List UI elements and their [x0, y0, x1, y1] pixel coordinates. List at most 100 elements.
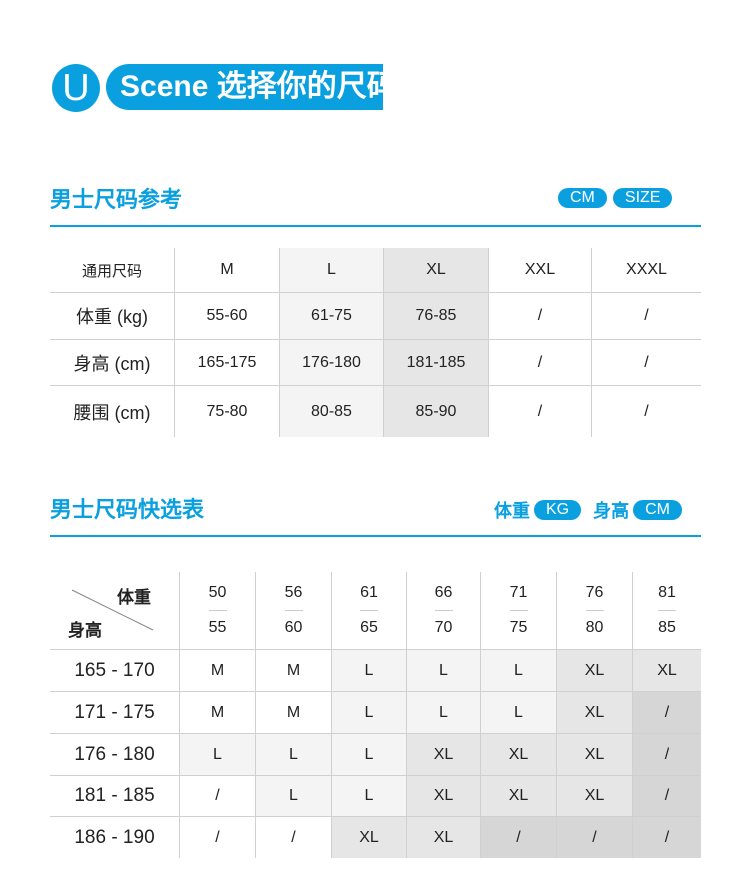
size-cell: / — [557, 817, 633, 858]
divider — [50, 225, 701, 227]
size-ref-units: CM SIZE — [558, 188, 673, 208]
fraction-line — [585, 610, 604, 611]
size-cell: M — [256, 650, 332, 692]
table-cell: 体重 (kg) — [50, 293, 175, 340]
fraction-line — [360, 610, 378, 611]
weight-max: 60 — [284, 619, 303, 636]
table-cell: 55-60 — [175, 293, 280, 340]
weight-header: 76 80 — [557, 572, 633, 650]
column-header: XXXL — [592, 248, 701, 293]
table-cell: 76-85 — [384, 293, 489, 340]
fraction-line — [284, 610, 303, 611]
height-label: 165 - 170 — [50, 650, 180, 692]
size-cell: L — [407, 692, 481, 734]
size-cell: / — [481, 817, 557, 858]
size-cell: L — [407, 650, 481, 692]
size-cell: L — [332, 692, 407, 734]
corner-weight: 体重 — [117, 588, 151, 607]
weight-min: 71 — [509, 584, 528, 601]
size-cell: L — [332, 776, 407, 817]
size-cell: XL — [557, 692, 633, 734]
height-label: 181 - 185 — [50, 776, 180, 817]
size-cell: L — [332, 650, 407, 692]
size-cell: XL — [557, 650, 633, 692]
weight-max: 85 — [658, 619, 676, 636]
fraction-line — [509, 610, 528, 611]
banner-title: Scene 选择你的尺码 — [106, 64, 397, 110]
size-cell: XL — [407, 734, 481, 776]
quick-title: 男士尺码快选表 — [50, 497, 205, 522]
height-label: 176 - 180 — [50, 734, 180, 776]
corner-header: 体重 身高 — [50, 572, 180, 650]
logo-u: U — [52, 64, 100, 112]
unit-cm: CM — [558, 188, 607, 208]
column-header: M — [175, 248, 280, 293]
table-cell: / — [592, 293, 701, 340]
table-cell: 身高 (cm) — [50, 340, 175, 386]
size-cell: M — [180, 692, 256, 734]
size-cell: XL — [332, 817, 407, 858]
weight-max: 70 — [434, 619, 453, 636]
weight-min: 50 — [208, 584, 227, 601]
size-cell: / — [633, 776, 701, 817]
size-cell: L — [256, 734, 332, 776]
weight-label: 体重 — [494, 501, 530, 521]
size-cell: M — [256, 692, 332, 734]
weight-header: 71 75 — [481, 572, 557, 650]
weight-header: 56 60 — [256, 572, 332, 650]
weight-min: 66 — [434, 584, 453, 601]
weight-min: 76 — [585, 584, 604, 601]
column-header: L — [280, 248, 384, 293]
corner-height: 身高 — [68, 621, 102, 640]
table-cell: 176-180 — [280, 340, 384, 386]
table-cell: 165-175 — [175, 340, 280, 386]
size-cell: M — [180, 650, 256, 692]
weight-max: 80 — [585, 619, 604, 636]
unit-size: SIZE — [612, 188, 673, 208]
weight-header: 50 55 — [180, 572, 256, 650]
table-cell: 80-85 — [280, 386, 384, 437]
size-ref-title: 男士尺码参考 — [50, 187, 183, 212]
weight-max: 65 — [360, 619, 378, 636]
size-cell: L — [481, 650, 557, 692]
table-cell: / — [592, 340, 701, 386]
weight-min: 56 — [284, 584, 303, 601]
table-cell: 61-75 — [280, 293, 384, 340]
fraction-line — [208, 610, 227, 611]
size-cell: / — [633, 692, 701, 734]
column-header: XXL — [489, 248, 592, 293]
column-header: XL — [384, 248, 489, 293]
size-cell: L — [332, 734, 407, 776]
table-cell: 181-185 — [384, 340, 489, 386]
height-label: 186 - 190 — [50, 817, 180, 858]
table-cell: 85-90 — [384, 386, 489, 437]
size-cell: XL — [407, 817, 481, 858]
size-cell: L — [180, 734, 256, 776]
size-cell: XL — [557, 734, 633, 776]
table-cell: / — [592, 386, 701, 437]
unit-kg: KG — [534, 500, 582, 520]
size-cell: / — [180, 776, 256, 817]
unit-cm: CM — [633, 500, 683, 520]
size-cell: / — [256, 817, 332, 858]
divider — [50, 535, 701, 537]
table-cell: / — [489, 386, 592, 437]
height-label: 身高 — [593, 501, 630, 521]
fraction-line — [658, 610, 676, 611]
size-cell: XL — [407, 776, 481, 817]
weight-max: 55 — [208, 619, 227, 636]
size-cell: XL — [481, 734, 557, 776]
size-cell: / — [633, 817, 701, 858]
weight-max: 75 — [509, 619, 528, 636]
table-cell: 腰围 (cm) — [50, 386, 175, 437]
quick-units: 体重 KG 身高 CM — [494, 497, 683, 523]
size-cell: L — [481, 692, 557, 734]
weight-min: 81 — [658, 584, 676, 601]
height-label: 171 - 175 — [50, 692, 180, 734]
table-cell: / — [489, 293, 592, 340]
size-cell: / — [633, 734, 701, 776]
size-cell: XL — [557, 776, 633, 817]
table-cell: 75-80 — [175, 386, 280, 437]
size-cell: L — [256, 776, 332, 817]
weight-header: 66 70 — [407, 572, 481, 650]
